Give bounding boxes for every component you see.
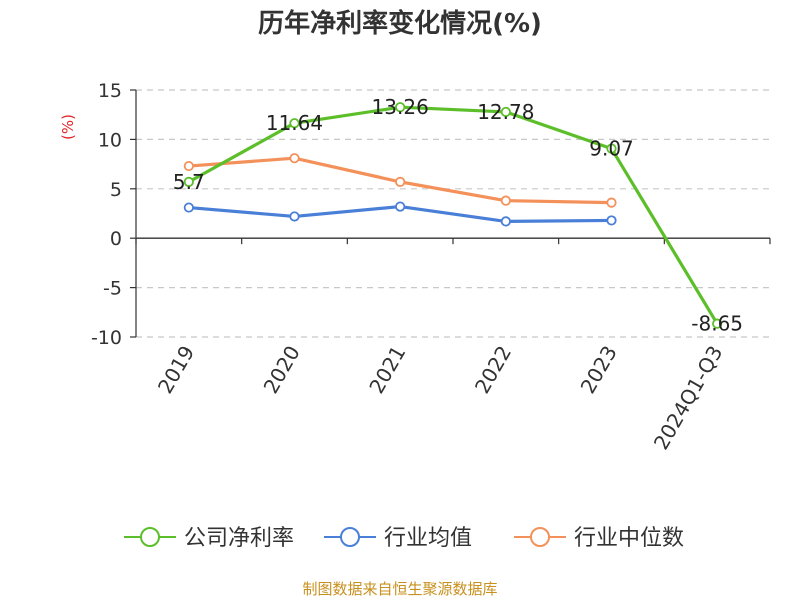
data-point-2 — [395, 176, 406, 187]
legend-marker — [530, 527, 550, 547]
chart-title: 历年净利率变化情况(%) — [258, 8, 542, 39]
data-point-2 — [606, 197, 617, 208]
data-point-1 — [395, 201, 406, 212]
series-line-0 — [187, 105, 719, 326]
data-point-2 — [289, 153, 300, 164]
data-point-1 — [500, 216, 511, 227]
y-tick-label: 10 — [98, 129, 122, 151]
data-point-1 — [606, 215, 617, 226]
x-tick-label: 2019 — [153, 342, 199, 398]
source-note: 制图数据来自恒生聚源数据库 — [302, 580, 497, 598]
y-tick-label: -10 — [91, 327, 122, 349]
x-tick-label: 2023 — [576, 342, 622, 398]
data-label: 12.78 — [477, 100, 534, 124]
data-point-0 — [289, 118, 300, 129]
data-point-2 — [183, 160, 194, 172]
data-point-2 — [500, 195, 511, 206]
y-tick-label: 15 — [98, 80, 122, 102]
x-axis: 2019 2020 2021 2022 2023 2024Q1-Q3 — [135, 237, 771, 454]
legend-item-0[interactable]: 公司净利率 — [124, 526, 294, 551]
legend-item-1[interactable]: 行业均值 — [324, 526, 472, 551]
data-point-0 — [500, 106, 511, 118]
data-point-0 — [712, 318, 723, 329]
data-point-0 — [183, 176, 194, 187]
legend-label: 行业中位数 — [574, 526, 684, 551]
data-label: -8.65 — [691, 312, 743, 336]
series-lines — [183, 102, 723, 329]
legend[interactable]: 公司净利率 行业均值 行业中位数 — [124, 526, 684, 551]
data-label: 13.26 — [372, 95, 429, 119]
data-point-1 — [289, 211, 300, 222]
data-point-0 — [606, 143, 617, 154]
x-tick-label: 2020 — [259, 342, 305, 398]
x-tick-label: 2024Q1-Q3 — [649, 342, 728, 454]
data-point-1 — [183, 202, 194, 213]
legend-marker — [140, 527, 160, 547]
y-tick-label: 5 — [110, 179, 122, 201]
x-tick-label: 2021 — [364, 342, 410, 398]
grid-lines — [136, 89, 770, 338]
data-label: 11.64 — [266, 111, 323, 135]
legend-marker — [340, 527, 360, 547]
data-point-0 — [395, 102, 406, 113]
y-tick-label: -5 — [103, 278, 122, 300]
y-unit-label: (%) — [59, 114, 77, 140]
y-axis-ticks: 15 10 5 0 -5 -10 — [91, 80, 137, 349]
data-label: 5.7 — [173, 170, 205, 194]
legend-label: 行业均值 — [384, 526, 472, 551]
x-tick-label: 2022 — [470, 342, 516, 398]
data-labels: 5.7 11.64 13.26 12.78 9.07 -8.65 — [173, 95, 743, 335]
data-label: 9.07 — [589, 137, 634, 161]
legend-item-2[interactable]: 行业中位数 — [514, 526, 684, 551]
legend-label: 公司净利率 — [184, 526, 294, 551]
y-tick-label: 0 — [110, 228, 122, 250]
